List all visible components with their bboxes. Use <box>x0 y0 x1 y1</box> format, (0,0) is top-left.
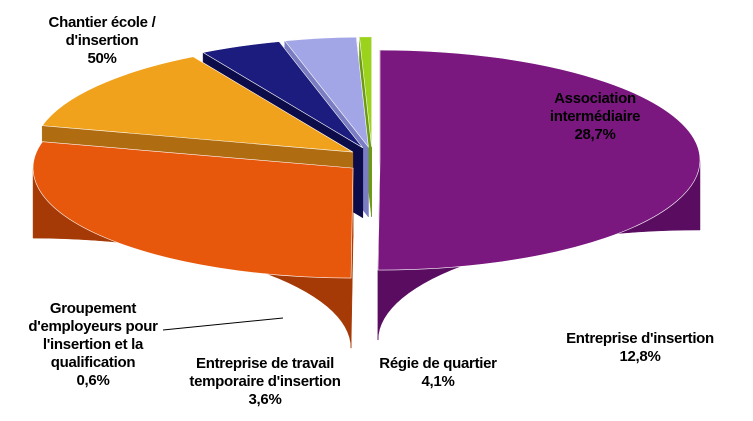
label-geiq-line4: qualification <box>50 354 136 371</box>
slice-chantier-ecole <box>377 49 701 271</box>
label-geiq-line2: d'employeurs pour <box>28 318 158 335</box>
label-entreprise-insertion-line1: Entreprise d'insertion <box>566 330 714 347</box>
label-association-line1: Association <box>554 90 636 107</box>
label-entreprise-insertion: Entreprise d'insertion 12,8% <box>545 330 735 366</box>
label-chantier-ecole-value: 50% <box>87 50 117 67</box>
label-association-intermediaire: Association intermédiaire 28,7% <box>535 90 655 144</box>
label-ettl-line2: temporaire d'insertion <box>189 373 341 390</box>
label-association-line2: intermédiaire <box>549 108 641 125</box>
pie-tops <box>32 36 701 279</box>
label-groupement-employeurs: Groupement d'employeurs pour l'insertion… <box>18 300 168 390</box>
slice-groupement-employeurs <box>359 36 372 147</box>
label-leader-line <box>162 317 284 331</box>
label-chantier-ecole: Chantier école / d'insertion 50% <box>14 14 190 68</box>
label-regie-quartier: Régie de quartier 4,1% <box>368 355 508 391</box>
label-entreprise-travail-temporaire: Entreprise de travail temporaire d'inser… <box>170 355 360 409</box>
label-ettl-value: 3,6% <box>248 391 282 408</box>
label-regie-value: 4,1% <box>421 373 455 390</box>
label-regie-line1: Régie de quartier <box>379 355 497 372</box>
slice-entreprise-insertion <box>41 56 353 153</box>
slice-entreprise-travail-temporaire <box>284 36 369 148</box>
slice-regie-quartier <box>202 41 364 149</box>
label-ettl-line1: Entreprise de travail <box>196 355 334 372</box>
label-association-value: 28,7% <box>574 126 616 143</box>
label-chantier-ecole-line2: d'insertion <box>65 32 139 49</box>
label-geiq-line3: l'insertion et la <box>42 336 144 353</box>
label-geiq-line1: Groupement <box>49 300 137 317</box>
slice-association-intermediaire <box>32 141 354 279</box>
label-entreprise-insertion-value: 12,8% <box>619 348 661 365</box>
label-chantier-ecole-line1: Chantier école / <box>48 14 156 31</box>
label-geiq-value: 0,6% <box>76 372 110 389</box>
